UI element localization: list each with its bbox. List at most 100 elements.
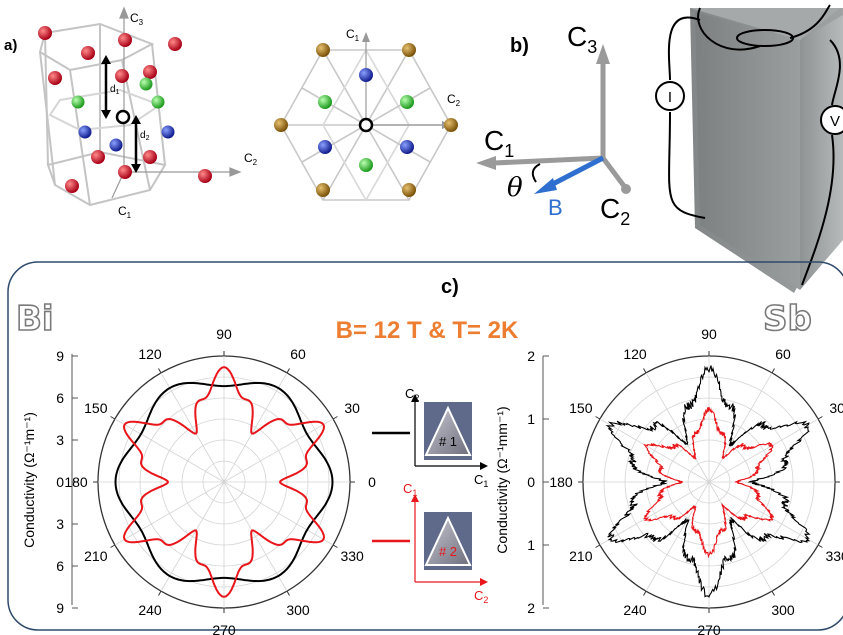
radial-tick-label: 3 xyxy=(56,516,64,532)
polar-angle-label: 210 xyxy=(569,548,593,564)
b-c1-label: C xyxy=(484,125,504,156)
svg-text:C1: C1 xyxy=(118,204,132,220)
svg-text:d1: d1 xyxy=(110,84,120,96)
sample-insets: C2 C1 # 1 C1 C2 # 2 xyxy=(372,386,488,605)
radial-tick-label: 3 xyxy=(56,432,64,448)
c1-arrowhead xyxy=(476,156,496,170)
panel-a-label: a) xyxy=(4,37,17,54)
theta-arc xyxy=(531,163,541,183)
polar-tick xyxy=(158,368,162,374)
polar-angle-label: 150 xyxy=(84,400,108,416)
d2-label: d xyxy=(140,130,146,141)
polar-spoke xyxy=(223,372,288,483)
polar-tick xyxy=(158,590,162,596)
svg-text:C2: C2 xyxy=(447,92,461,108)
voltmeter-icon xyxy=(820,105,843,135)
polar-angle-label: 60 xyxy=(290,346,306,362)
b-c2-label: C xyxy=(600,193,620,224)
atom-blue xyxy=(359,68,373,82)
atom-red xyxy=(81,46,95,60)
atom-brown xyxy=(402,43,416,57)
svg-text:C1: C1 xyxy=(474,472,488,489)
atom-green xyxy=(71,95,85,109)
atom-green xyxy=(139,77,153,91)
polar-angle-label: 180 xyxy=(549,474,573,490)
radial-tick-label: 9 xyxy=(56,600,64,616)
panel-c-label: c) xyxy=(441,276,459,298)
svg-text:C1: C1 xyxy=(403,481,417,498)
atom-red xyxy=(65,179,79,193)
polar-spoke xyxy=(645,372,710,483)
radial-tick-label: 1 xyxy=(527,537,535,553)
sample1-label: # 1 xyxy=(439,434,457,449)
atom-red xyxy=(143,150,157,164)
polar-tick xyxy=(286,590,290,596)
polar-tick xyxy=(771,590,775,596)
atom-brown xyxy=(274,118,288,132)
polar-angle-label: 300 xyxy=(771,602,795,618)
polar-angle-label: 60 xyxy=(775,346,791,362)
polar-spoke xyxy=(708,418,819,483)
polar-angle-label: 330 xyxy=(825,548,843,564)
sample-prism: I V xyxy=(655,4,843,293)
radial-tick-label: 2 xyxy=(527,600,535,616)
polar-tick xyxy=(110,416,116,420)
polar-spoke xyxy=(223,481,288,592)
polar-tick xyxy=(595,544,601,548)
polar-spoke xyxy=(708,481,773,592)
bi-y-axis-label: Conductivity (Ω⁻¹m⁻¹) xyxy=(21,412,37,548)
polar-angle-label: 270 xyxy=(212,622,236,635)
polar-spoke xyxy=(160,372,225,483)
polar-angle-label: 240 xyxy=(623,602,647,618)
svg-text:d2: d2 xyxy=(140,130,150,142)
polar-angle-label: 120 xyxy=(623,346,647,362)
polar-spoke xyxy=(645,481,710,592)
atom-red xyxy=(115,69,129,83)
a-c2-axis-label: C xyxy=(244,151,253,165)
radial-tick-label: 0 xyxy=(527,474,535,490)
atom-blue xyxy=(318,140,332,154)
inset1-y-label: C xyxy=(405,386,414,401)
bi-radial-ticks: 9 6 3 0 3 6 9 xyxy=(56,348,78,616)
series-line-1 xyxy=(114,381,334,583)
svg-text:C2: C2 xyxy=(600,193,630,229)
svg-text:C3: C3 xyxy=(567,21,597,57)
polar-tick xyxy=(817,416,823,420)
panel-b-label: b) xyxy=(510,35,529,57)
unit-cell-atoms xyxy=(38,26,212,193)
b-c3-label: C xyxy=(567,21,587,52)
atom-red xyxy=(118,165,132,179)
atom-red xyxy=(143,65,157,79)
atom-brown xyxy=(316,183,330,197)
a-c3-axis-label: C xyxy=(130,11,139,25)
atom-green xyxy=(318,95,332,109)
condition-label: B= 12 T & T= 2K xyxy=(336,317,519,344)
polar-spoke xyxy=(160,481,225,592)
sb-radial-axis: 2 1 0 1 2 Conductivity (Ω⁻¹mm⁻¹) xyxy=(494,348,549,616)
polar-angle-label: 150 xyxy=(569,400,593,416)
polar-spoke xyxy=(223,418,334,483)
polar-angle-label: 30 xyxy=(829,400,843,416)
polar-angle-label: 270 xyxy=(697,622,721,635)
polar-spoke xyxy=(599,481,710,546)
series-line-2 xyxy=(642,406,775,559)
polar-angle-label: 30 xyxy=(344,400,360,416)
svg-text:C2: C2 xyxy=(244,151,258,167)
inset2-y-label: C xyxy=(403,481,412,496)
sb-y-axis-label: Conductivity (Ω⁻¹mm⁻¹) xyxy=(494,406,510,553)
radial-tick-label: 1 xyxy=(527,411,535,427)
atom-red xyxy=(48,71,62,85)
svg-text:C1: C1 xyxy=(484,125,514,161)
radial-tick-label: 2 xyxy=(527,348,535,364)
sample2-label: # 2 xyxy=(439,544,457,559)
hex-c2-label: C xyxy=(447,92,456,106)
unit-cell-frame xyxy=(38,22,167,207)
panel-c-frame xyxy=(7,261,843,631)
hex-projection: C1 C2 xyxy=(274,27,461,202)
polar-tick xyxy=(286,368,290,374)
polar-tick xyxy=(595,416,601,420)
atom-blue xyxy=(109,138,123,152)
inset2-x-label: C xyxy=(474,588,483,603)
